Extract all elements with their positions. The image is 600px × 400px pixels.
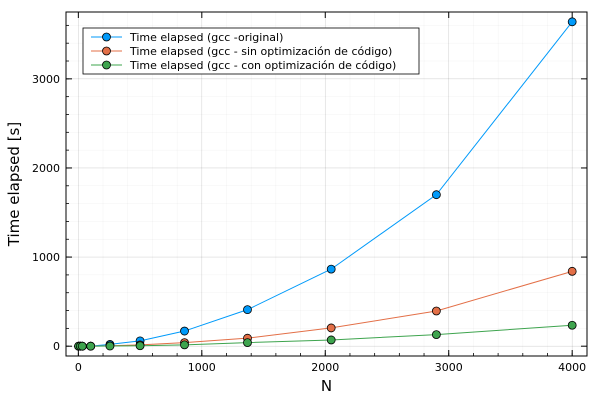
data-point: [135, 341, 145, 351]
legend-label: Time elapsed (gcc -original): [129, 31, 283, 44]
data-point: [567, 17, 577, 27]
data-point: [243, 305, 252, 315]
legend-label: Time elapsed (gcc - sin optimización de …: [129, 45, 392, 58]
data-point: [567, 320, 577, 330]
data-point: [326, 264, 336, 274]
legend: Time elapsed (gcc -original)Time elapsed…: [82, 27, 420, 75]
y-tick-label: 3000: [32, 73, 60, 86]
series-3: [74, 320, 577, 351]
ticks: 0 1000 2000 3000 4000 0 1000 2000 3000: [32, 12, 587, 374]
data-point: [180, 326, 189, 336]
x-tick-label: 2000: [311, 361, 339, 374]
data-point: [567, 266, 577, 276]
legend-marker: [102, 32, 111, 42]
legend-label: Time elapsed (gcc - con optimización de …: [129, 59, 396, 72]
data-point: [326, 323, 336, 333]
y-tick-label: 0: [53, 340, 60, 353]
data-point: [77, 341, 87, 351]
legend-box: [82, 27, 420, 75]
data-point: [180, 340, 189, 350]
y-tick-label: 1000: [32, 251, 60, 264]
data-point: [243, 338, 252, 348]
data-point: [105, 341, 115, 351]
x-tick-label: 3000: [435, 361, 463, 374]
data-point: [431, 190, 441, 200]
legend-marker: [102, 60, 111, 70]
data-point: [326, 335, 336, 345]
y-tick-label: 2000: [32, 162, 60, 175]
data-point: [86, 341, 96, 351]
legend-marker: [102, 46, 111, 56]
x-tick-label: 1000: [188, 361, 216, 374]
plot-frame: [65, 11, 588, 357]
x-axis-title: N: [321, 377, 332, 395]
data-point: [431, 330, 441, 340]
series-layer: [74, 17, 577, 351]
y-axis-title: Time elapsed [s]: [5, 122, 23, 247]
x-tick-label: 0: [75, 361, 82, 374]
x-tick-label: 4000: [558, 361, 586, 374]
data-point: [431, 306, 441, 316]
